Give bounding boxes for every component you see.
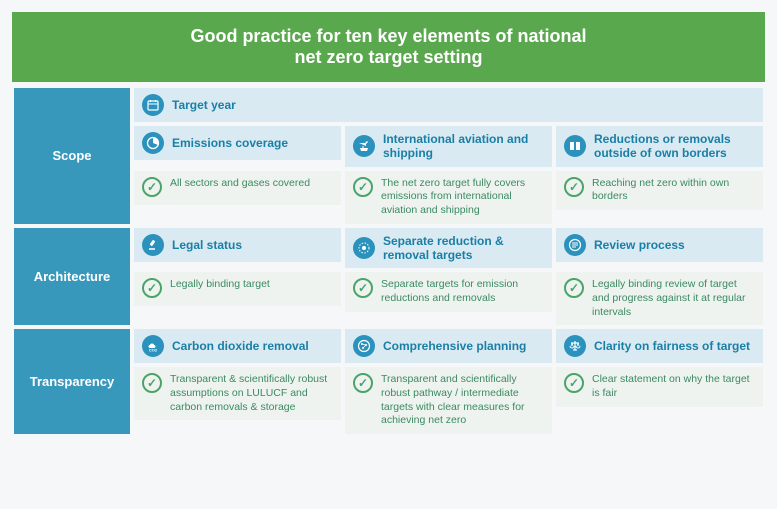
element-desc-cell: ✓ Legally binding review of target and pr… <box>556 272 763 325</box>
cloud-co2-icon: CO2 <box>142 335 164 357</box>
element-desc-text: Legally binding review of target and pro… <box>592 278 755 319</box>
element-header: Legal status <box>134 228 341 262</box>
element-title: International aviation and shipping <box>383 132 544 161</box>
element-desc-cell: ✓ Separate targets for emission reduction… <box>345 272 552 325</box>
check-icon: ✓ <box>353 177 373 197</box>
element-cell: CO2 Carbon dioxide removal <box>134 329 341 363</box>
element-desc: ✓ Reaching net zero within own borders <box>556 171 763 210</box>
element-desc: ✓ Clear statement on why the target is fa… <box>556 367 763 406</box>
element-desc-text: Clear statement on why the target is fai… <box>592 373 755 400</box>
element-desc-cell: ✓ Legally binding target <box>134 272 341 325</box>
calendar-icon <box>142 94 164 116</box>
element-header: Comprehensive planning <box>345 329 552 363</box>
check-icon: ✓ <box>564 278 584 298</box>
element-desc-cell: ✓ Transparent & scientifically robust ass… <box>134 367 341 434</box>
element-cell: Review process <box>556 228 763 269</box>
element-desc-text: The net zero target fully covers emissio… <box>381 177 544 218</box>
element-header: Reductions or removals outside of own bo… <box>556 126 763 167</box>
element-cell: Legal status <box>134 228 341 269</box>
element-desc: ✓ Transparent & scientifically robust ass… <box>134 367 341 420</box>
planning-icon <box>353 335 375 357</box>
element-cell: Reductions or removals outside of own bo… <box>556 126 763 167</box>
element-desc-cell: ✓ Transparent and scientifically robust p… <box>345 367 552 434</box>
element-cell: Target year <box>134 88 763 122</box>
check-icon: ✓ <box>142 177 162 197</box>
element-desc: ✓ The net zero target fully covers emissi… <box>345 171 552 224</box>
section-label: Architecture <box>14 228 130 326</box>
element-desc-text: Legally binding target <box>170 278 270 292</box>
element-desc-text: Reaching net zero within own borders <box>592 177 755 204</box>
element-header: CO2 Carbon dioxide removal <box>134 329 341 363</box>
check-icon: ✓ <box>353 278 373 298</box>
element-desc-text: All sectors and gases covered <box>170 177 310 191</box>
element-header: Clarity on fairness of target <box>556 329 763 363</box>
borders-icon <box>564 135 586 157</box>
element-title: Separate reduction & removal targets <box>383 234 544 263</box>
element-desc-cell: ✓ The net zero target fully covers emissi… <box>345 171 552 224</box>
content-grid: Scope Target year Emissions coverage Intern… <box>12 86 765 436</box>
element-title: Target year <box>172 98 236 112</box>
element-header: Target year <box>134 88 763 122</box>
header-line2: net zero target setting <box>32 47 745 68</box>
element-cell: Emissions coverage <box>134 126 341 167</box>
element-desc: ✓ All sectors and gases covered <box>134 171 341 205</box>
element-title: Emissions coverage <box>172 136 288 150</box>
element-desc: ✓ Legally binding target <box>134 272 341 306</box>
check-icon: ✓ <box>142 278 162 298</box>
element-desc-text: Separate targets for emission reductions… <box>381 278 544 305</box>
element-desc-cell: ✓ Reaching net zero within own borders <box>556 171 763 224</box>
element-desc-text: Transparent & scientifically robust assu… <box>170 373 333 414</box>
element-cell: Comprehensive planning <box>345 329 552 363</box>
element-cell: International aviation and shipping <box>345 126 552 167</box>
pie-icon <box>142 132 164 154</box>
element-title: Clarity on fairness of target <box>594 339 750 353</box>
main-header: Good practice for ten key elements of na… <box>12 12 765 82</box>
infographic-wrapper: Good practice for ten key elements of na… <box>0 0 777 509</box>
element-title: Carbon dioxide removal <box>172 339 309 353</box>
element-cell: Clarity on fairness of target <box>556 329 763 363</box>
element-desc-cell: ✓ Clear statement on why the target is fa… <box>556 367 763 434</box>
element-title: Legal status <box>172 238 242 252</box>
section-label: Scope <box>14 88 130 224</box>
gavel-icon <box>142 234 164 256</box>
element-header: Review process <box>556 228 763 262</box>
header-line1: Good practice for ten key elements of na… <box>32 26 745 47</box>
element-header: Emissions coverage <box>134 126 341 160</box>
element-cell: Separate reduction & removal targets <box>345 228 552 269</box>
separate-icon <box>353 237 375 259</box>
element-title: Comprehensive planning <box>383 339 526 353</box>
element-desc-cell: ✓ All sectors and gases covered <box>134 171 341 224</box>
svg-text:CO2: CO2 <box>149 348 158 353</box>
element-desc-text: Transparent and scientifically robust pa… <box>381 373 544 428</box>
element-header: International aviation and shipping <box>345 126 552 167</box>
check-icon: ✓ <box>564 373 584 393</box>
review-icon <box>564 234 586 256</box>
check-icon: ✓ <box>353 373 373 393</box>
element-header: Separate reduction & removal targets <box>345 228 552 269</box>
section-label: Transparency <box>14 329 130 434</box>
element-title: Reductions or removals outside of own bo… <box>594 132 755 161</box>
plane-ship-icon <box>353 135 375 157</box>
element-desc: ✓ Legally binding review of target and pr… <box>556 272 763 325</box>
element-title: Review process <box>594 238 685 252</box>
check-icon: ✓ <box>564 177 584 197</box>
element-desc: ✓ Separate targets for emission reduction… <box>345 272 552 311</box>
check-icon: ✓ <box>142 373 162 393</box>
element-desc: ✓ Transparent and scientifically robust p… <box>345 367 552 434</box>
scales-icon <box>564 335 586 357</box>
